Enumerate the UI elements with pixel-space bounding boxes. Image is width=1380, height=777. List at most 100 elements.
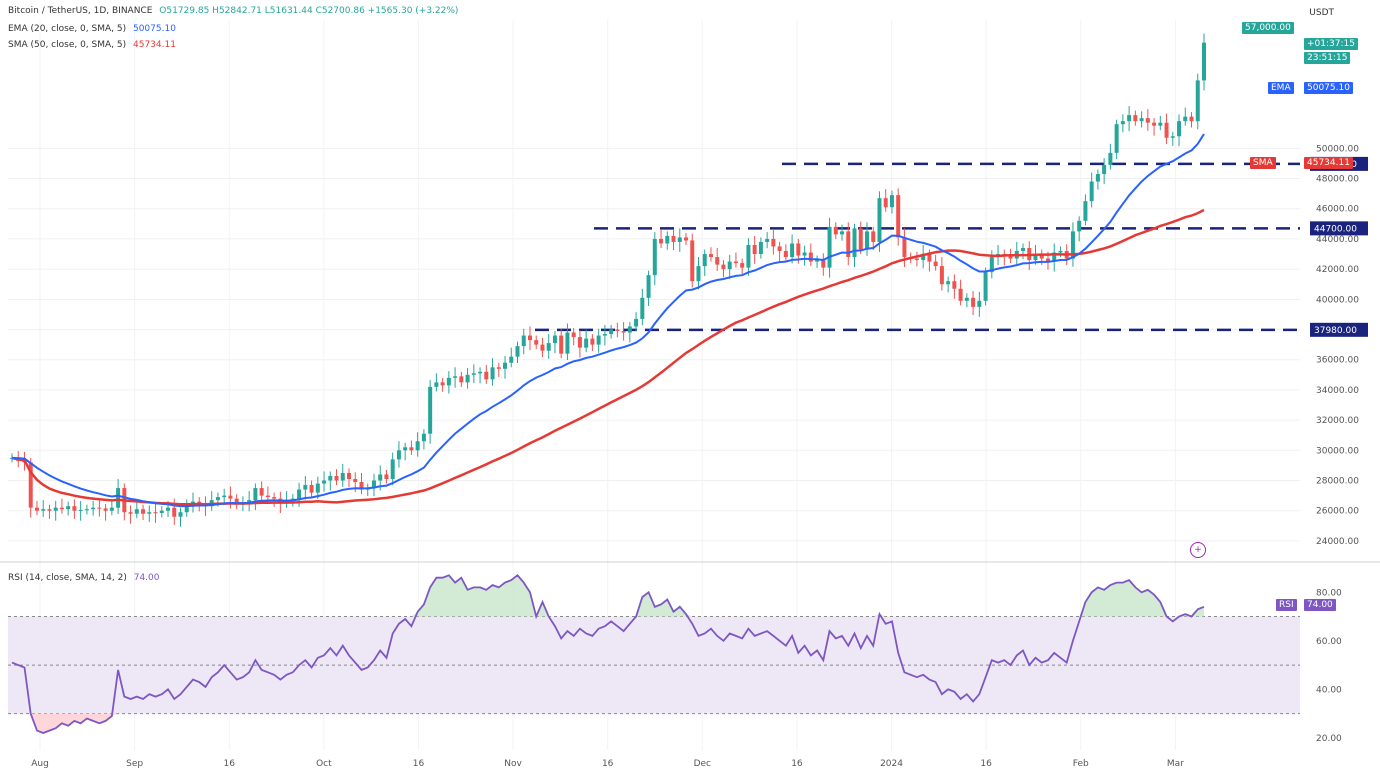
rsi-overbought-fill [12, 575, 1204, 617]
candle-body [796, 243, 801, 256]
candle-body [359, 482, 364, 490]
countdown-tag: 23:51:15 [1304, 52, 1351, 64]
candle-body [215, 497, 220, 501]
candle-body [334, 475, 339, 481]
candle-body [977, 300, 982, 307]
sma-value-tag: 45734.11 [1304, 157, 1353, 169]
candle-body [1145, 118, 1150, 123]
price-tick-label: 26000.00 [1316, 507, 1359, 517]
time-tick-label: Oct [316, 759, 332, 769]
price-tick-label: 24000.00 [1316, 537, 1359, 547]
alert-icon[interactable]: + [1190, 542, 1206, 558]
candle-body [815, 260, 820, 262]
candle-body [478, 371, 483, 374]
candle-body [166, 507, 171, 511]
candle-body [652, 238, 657, 276]
candle-body [584, 338, 589, 348]
candle-body [1045, 258, 1050, 262]
ema-tag: EMA [1268, 82, 1294, 94]
candle-body [353, 478, 358, 483]
candle-body [446, 377, 451, 386]
time-tick-label: Aug [31, 759, 49, 769]
candle-body [721, 264, 726, 270]
time-tick-label: 16 [791, 759, 803, 769]
candle-body [403, 447, 408, 451]
time-tick-label: 16 [224, 759, 236, 769]
candle-body [696, 266, 701, 282]
candle-body [1158, 122, 1163, 126]
candle-body [297, 489, 302, 499]
candle-body [1052, 252, 1057, 262]
candle-body [858, 228, 863, 250]
candle-body [465, 374, 470, 383]
candle-body [952, 281, 957, 289]
candle-body [1070, 231, 1075, 259]
candle-body [178, 512, 183, 517]
candle-body [871, 231, 876, 242]
price-tick-label: 28000.00 [1316, 477, 1359, 487]
candle-body [116, 488, 121, 508]
candle-body [72, 506, 77, 511]
candle-body [1195, 80, 1200, 122]
price-tick-label: 44000.00 [1316, 235, 1359, 245]
candle-body [534, 340, 539, 345]
candle-body [765, 238, 770, 242]
candle-body [28, 462, 33, 508]
time-tick-label: 2024 [880, 759, 903, 769]
candle-body [371, 480, 376, 489]
candle-body [234, 498, 239, 505]
candle-body [777, 246, 782, 252]
candle-body [434, 382, 439, 387]
candle-body [328, 475, 333, 481]
candle-body [34, 507, 39, 511]
candle-body [877, 198, 882, 242]
candle-body [577, 337, 582, 348]
candle-body [677, 237, 682, 242]
candle-body [808, 252, 813, 262]
candle-body [515, 346, 520, 357]
candle-body [659, 238, 664, 244]
candle-body [609, 329, 614, 335]
time-tick-label: 16 [980, 759, 992, 769]
price-tick-label: 32000.00 [1316, 416, 1359, 426]
candle-body [490, 367, 495, 380]
candle-body [958, 288, 963, 301]
candle-body [559, 335, 564, 354]
candle-body [771, 238, 776, 247]
candle-body [571, 332, 576, 338]
candle-body [989, 257, 994, 273]
candle-body [634, 318, 639, 327]
candle-body [896, 195, 901, 238]
level-tag-label: 37980.00 [1314, 326, 1357, 336]
price-tick-label: 42000.00 [1316, 265, 1359, 275]
candle-body [802, 252, 807, 256]
candle-body [1133, 115, 1138, 122]
candle-body [821, 260, 826, 268]
candle-body [1177, 121, 1182, 137]
rsi-legend-label: RSI (14, close, SMA, 14, 2) [8, 573, 127, 583]
candle-body [347, 472, 352, 479]
candle-body [272, 497, 277, 499]
candle-body [1021, 247, 1026, 252]
candle-body [921, 254, 926, 261]
candle-body [303, 485, 308, 490]
candle-body [846, 231, 851, 258]
sma-legend-label: SMA (50, close, 0, SMA, 5) [8, 40, 127, 50]
candle-body [78, 509, 83, 511]
candle-body [540, 344, 545, 351]
currency-label: USDT [1309, 8, 1334, 18]
time-tick-label: 16 [602, 759, 614, 769]
candle-body [727, 261, 732, 270]
candle-body [384, 474, 389, 479]
price-tick-label: 40000.00 [1316, 295, 1359, 305]
rsi-line [11, 574, 1205, 734]
candle-body [1108, 152, 1113, 165]
candle-body [1114, 124, 1119, 153]
candle-body [939, 266, 944, 285]
ohlc-text: O51729.85 H52842.71 L51631.44 C52700.86 … [159, 6, 459, 16]
candle-body [740, 263, 745, 268]
candle-body [1139, 118, 1144, 122]
candle-body [247, 500, 252, 504]
candle-body [1077, 220, 1082, 232]
